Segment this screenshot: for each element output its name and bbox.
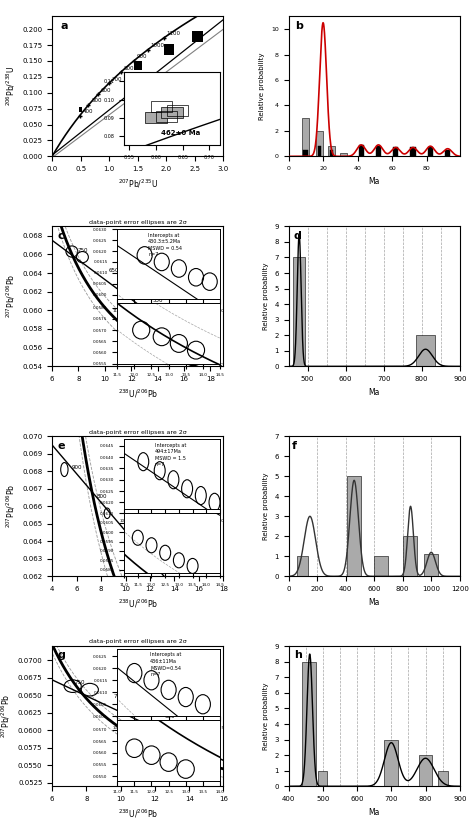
Text: 400: 400 — [82, 109, 93, 114]
Text: 600: 600 — [101, 88, 111, 93]
Bar — [328, 146, 335, 156]
Text: 700: 700 — [125, 532, 135, 538]
Bar — [438, 771, 448, 786]
Y-axis label: $^{207}$Pb/$^{206}$Pb: $^{207}$Pb/$^{206}$Pb — [0, 695, 12, 739]
Text: 750: 750 — [74, 680, 84, 685]
Bar — [316, 131, 323, 156]
Bar — [297, 556, 309, 577]
Text: 550: 550 — [152, 298, 163, 303]
X-axis label: $^{238}$U/$^{206}$Pb: $^{238}$U/$^{206}$Pb — [118, 598, 158, 610]
Text: 750: 750 — [77, 248, 88, 254]
Bar — [302, 662, 316, 786]
Text: h: h — [293, 650, 301, 660]
Text: 600: 600 — [0, 818, 1, 819]
Text: f: f — [292, 441, 297, 450]
Text: 1360: 1360 — [0, 818, 1, 819]
Bar — [424, 554, 438, 577]
Text: a: a — [61, 20, 68, 30]
Title: data-point error ellipses are 2σ: data-point error ellipses are 2σ — [89, 640, 187, 645]
X-axis label: Ma: Ma — [368, 598, 380, 607]
Text: c: c — [57, 230, 64, 241]
Text: 900: 900 — [72, 464, 82, 469]
Bar — [164, 44, 174, 55]
Bar — [445, 150, 450, 156]
Text: 1000: 1000 — [151, 43, 164, 48]
Bar — [410, 147, 416, 156]
Title: data-point error ellipses are 2σ: data-point error ellipses are 2σ — [89, 429, 187, 435]
X-axis label: Ma: Ma — [368, 387, 380, 396]
Y-axis label: Relative probability: Relative probability — [263, 473, 269, 540]
Text: 700: 700 — [111, 77, 122, 82]
Bar — [340, 152, 347, 156]
Bar — [303, 150, 309, 156]
Bar — [318, 146, 321, 156]
Text: 600: 600 — [165, 714, 175, 719]
Bar — [293, 257, 305, 366]
Bar — [419, 755, 432, 786]
Text: e: e — [57, 441, 65, 450]
X-axis label: $^{207}$Pb/$^{235}$U: $^{207}$Pb/$^{235}$U — [118, 178, 158, 190]
Bar — [330, 150, 334, 156]
Bar — [403, 536, 417, 577]
Bar — [347, 477, 361, 577]
Bar — [319, 771, 327, 786]
Text: d: d — [293, 230, 301, 241]
X-axis label: Ma: Ma — [368, 808, 380, 817]
X-axis label: $^{238}$U/$^{206}$Pb: $^{238}$U/$^{206}$Pb — [118, 808, 158, 819]
Text: 800: 800 — [96, 494, 107, 500]
Title: data-point error ellipses are 2σ: data-point error ellipses are 2σ — [89, 219, 187, 224]
Bar — [376, 146, 381, 156]
Bar — [393, 147, 398, 156]
X-axis label: $^{238}$U/$^{206}$Pb: $^{238}$U/$^{206}$Pb — [118, 387, 158, 400]
Y-axis label: $^{206}$Pb/$^{238}$U: $^{206}$Pb/$^{238}$U — [4, 66, 17, 106]
Y-axis label: Relative probability: Relative probability — [263, 682, 269, 750]
X-axis label: Ma: Ma — [368, 177, 380, 186]
Text: b: b — [295, 20, 303, 30]
Bar — [384, 740, 398, 786]
Text: g: g — [57, 650, 65, 660]
Bar — [374, 556, 388, 577]
Bar — [134, 61, 142, 70]
Bar — [358, 145, 364, 156]
Text: 700: 700 — [113, 694, 124, 699]
Y-axis label: $^{207}$Pb/$^{206}$Pb: $^{207}$Pb/$^{206}$Pb — [4, 274, 17, 319]
Bar — [416, 335, 435, 366]
Bar — [79, 107, 82, 112]
Y-axis label: Relative probability: Relative probability — [263, 263, 269, 330]
Bar — [428, 147, 433, 156]
Text: 500: 500 — [91, 98, 102, 103]
Bar — [302, 118, 309, 156]
Text: 900: 900 — [137, 54, 147, 59]
Text: 1100: 1100 — [166, 31, 181, 36]
Bar — [192, 31, 203, 43]
Text: 650: 650 — [109, 268, 119, 273]
Y-axis label: Relative probability: Relative probability — [259, 52, 265, 120]
Y-axis label: $^{207}$Pb/$^{206}$Pb: $^{207}$Pb/$^{206}$Pb — [4, 484, 17, 528]
Text: 800: 800 — [123, 66, 134, 70]
